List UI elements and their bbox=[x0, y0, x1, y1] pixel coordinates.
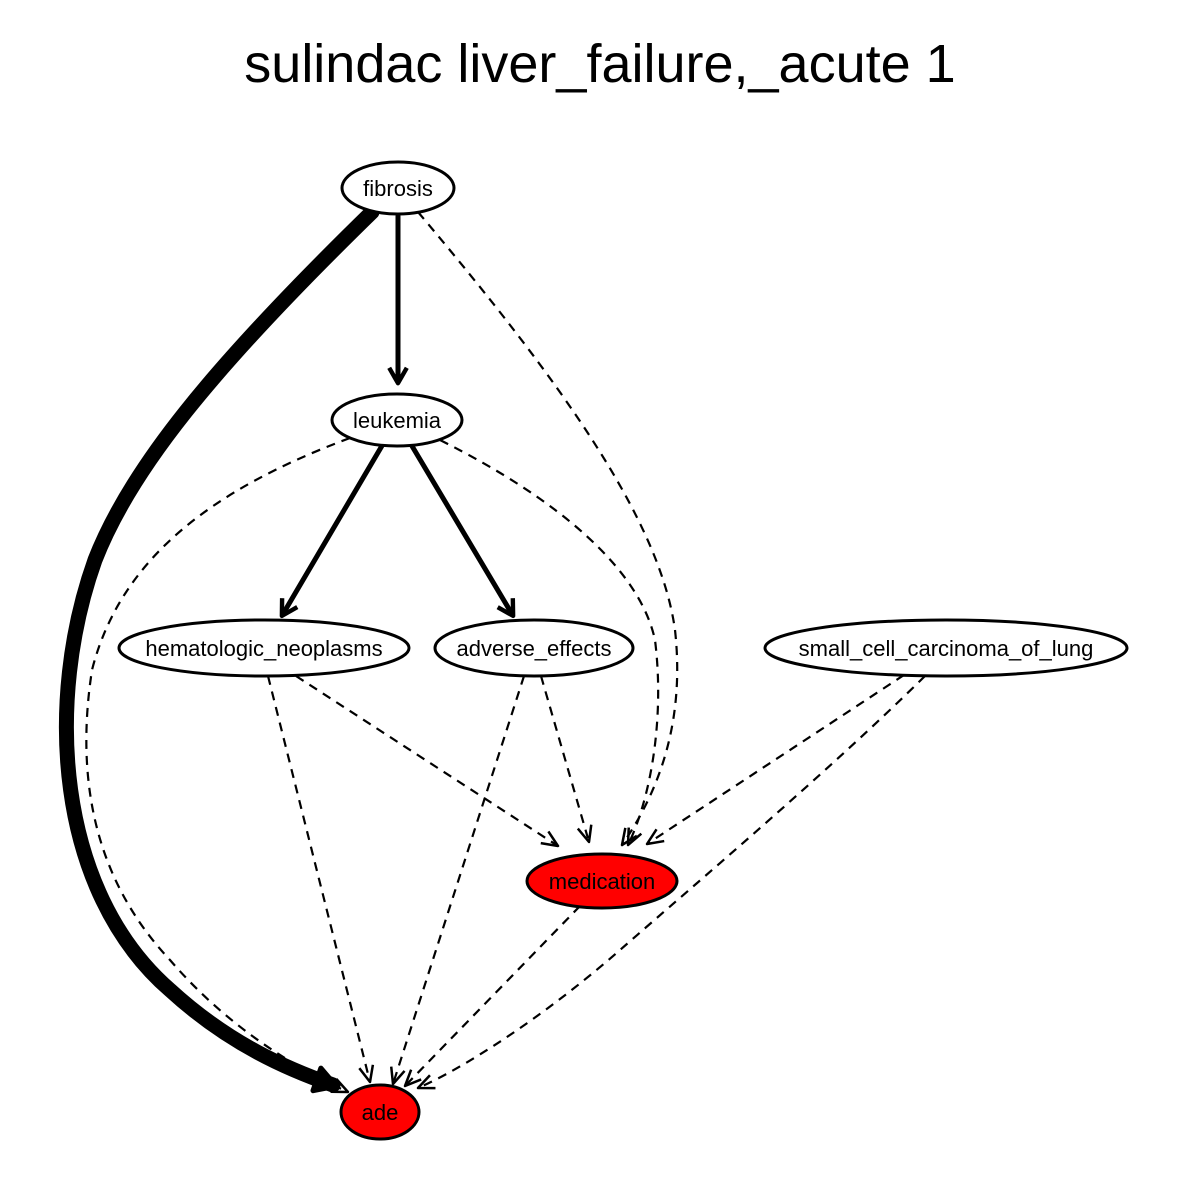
node-label-adverse-effects: adverse_effects bbox=[457, 636, 612, 661]
node-label-hematologic-neoplasms: hematologic_neoplasms bbox=[145, 636, 382, 661]
nodes-layer: fibrosis leukemia hematologic_neoplasms adv… bbox=[117, 160, 1129, 1141]
node-shape-hematologic-neoplasms bbox=[117, 618, 411, 678]
node-shape-small-cell-carcinoma-of-lung bbox=[763, 618, 1129, 678]
node-label-medication: medication bbox=[549, 869, 655, 894]
node-shape-ade bbox=[339, 1083, 421, 1141]
node-label-small-cell-carcinoma-of-lung: small_cell_carcinoma_of_lung bbox=[799, 636, 1094, 661]
node-label-ade: ade bbox=[362, 1100, 399, 1125]
node-shape-adverse-effects bbox=[433, 618, 635, 678]
edge-fibrosis-to-ade bbox=[58, 204, 380, 1094]
edge-leukemia-to-ade bbox=[85, 436, 351, 1094]
edges-layer bbox=[58, 204, 926, 1094]
node-shape-fibrosis bbox=[340, 160, 456, 216]
node-small-cell-carcinoma-of-lung[interactable]: small_cell_carcinoma_of_lung bbox=[763, 618, 1129, 678]
edge-hematologic-neoplasms-to-medication bbox=[295, 675, 560, 848]
graph-title: sulindac liver_failure,_acute 1 bbox=[244, 34, 955, 94]
edge-fibrosis-to-medication bbox=[417, 211, 679, 847]
node-medication[interactable]: medication bbox=[525, 852, 679, 910]
node-leukemia[interactable]: leukemia bbox=[330, 392, 464, 448]
node-fibrosis[interactable]: fibrosis bbox=[340, 160, 456, 216]
edge-hematologic-neoplasms-to-ade bbox=[266, 675, 375, 1084]
edge-leukemia-to-adverse-effects bbox=[409, 443, 516, 619]
node-adverse-effects[interactable]: adverse_effects bbox=[433, 618, 635, 678]
edge-small-cell-carcinoma-of-lung-to-ade bbox=[416, 675, 926, 1090]
node-label-fibrosis: fibrosis bbox=[363, 176, 433, 201]
node-shape-leukemia bbox=[330, 392, 464, 448]
node-hematologic-neoplasms[interactable]: hematologic_neoplasms bbox=[117, 618, 411, 678]
edge-medication-to-ade bbox=[403, 905, 581, 1088]
node-ade[interactable]: ade bbox=[339, 1083, 421, 1141]
node-shape-medication bbox=[525, 852, 679, 910]
edge-leukemia-to-hematologic-neoplasms bbox=[279, 441, 386, 619]
edge-adverse-effects-to-ade bbox=[389, 675, 526, 1086]
node-label-leukemia: leukemia bbox=[353, 408, 442, 433]
edge-leukemia-to-medication bbox=[439, 439, 660, 847]
edge-small-cell-carcinoma-of-lung-to-medication bbox=[645, 674, 905, 846]
edge-adverse-effects-to-medication bbox=[539, 675, 593, 844]
